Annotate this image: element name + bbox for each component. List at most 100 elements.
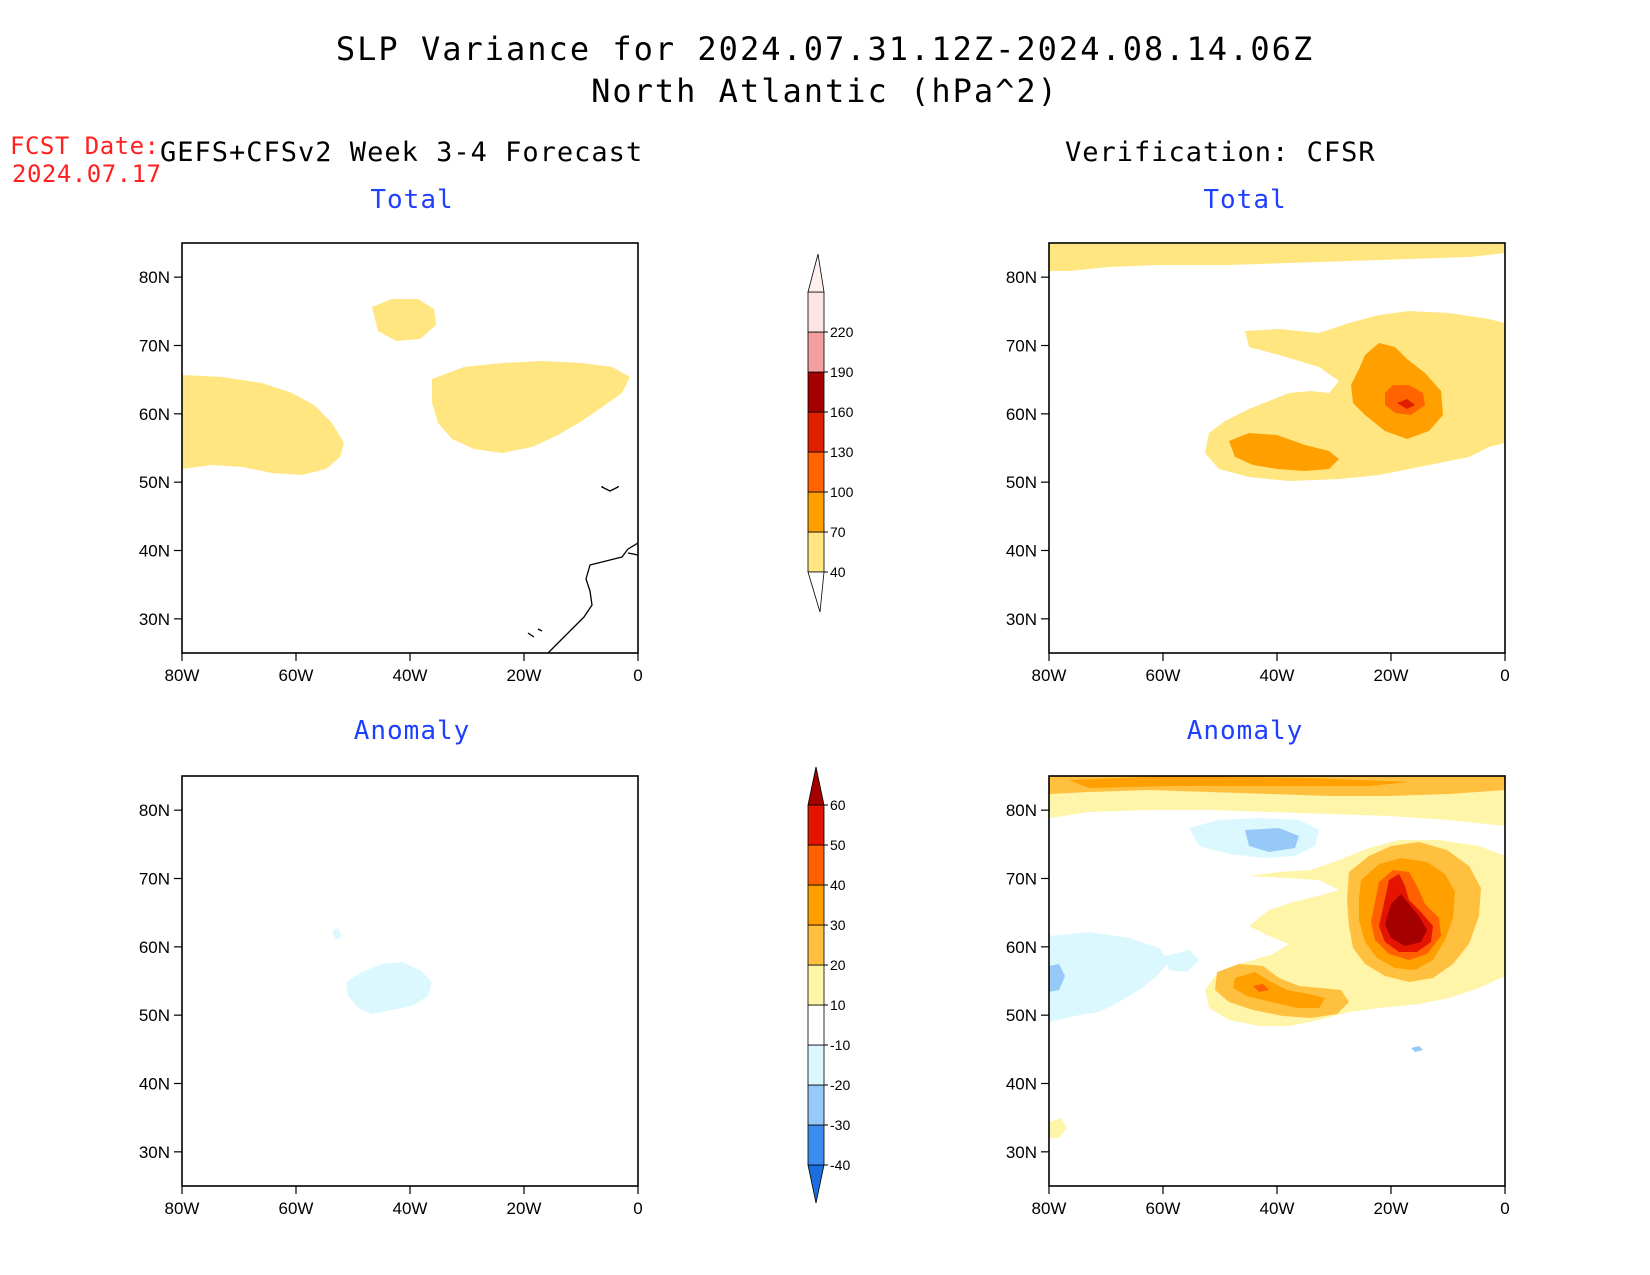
- lat-tick-label: 70N: [1006, 337, 1037, 356]
- lat-tick-label: 40N: [139, 1075, 170, 1094]
- contour-fill-br-7: [1049, 964, 1065, 992]
- colorbar-total-box: [807, 411, 825, 453]
- colorbar-anomaly-box: [807, 844, 825, 886]
- lon-tick-label: 20W: [507, 666, 542, 685]
- anomaly-forecast-fill: [332, 928, 432, 1014]
- colorbar-anomaly-label: -30: [830, 1117, 850, 1133]
- contour-fill-br-2: [1069, 776, 1409, 788]
- lon-tick-label: 0: [1500, 1199, 1509, 1218]
- contour-fill-tr-0: [1049, 243, 1505, 271]
- contour-fill-bl-1: [332, 928, 342, 940]
- lon-tick-label: 20W: [507, 1199, 542, 1218]
- lat-tick-label: 30N: [1006, 1143, 1037, 1162]
- lon-tick-label: 80W: [1032, 666, 1067, 685]
- lat-tick-label: 50N: [139, 473, 170, 492]
- contour-fill-tl-0: [372, 299, 436, 341]
- lat-tick-label: 50N: [139, 1006, 170, 1025]
- lon-tick-label: 40W: [1260, 1199, 1295, 1218]
- colorbar-anomaly-label: 40: [830, 877, 846, 893]
- colorbar-anomaly-label: 50: [830, 837, 846, 853]
- lat-tick-label: 30N: [1006, 610, 1037, 629]
- lon-tick-label: 80W: [165, 1199, 200, 1218]
- colorbar-anomaly-label: 20: [830, 957, 846, 973]
- contour-fill-tr-5: [1397, 399, 1415, 409]
- lat-tick-label: 30N: [139, 610, 170, 629]
- contour-fill-br-4: [1245, 828, 1299, 852]
- lat-tick-label: 80N: [1006, 801, 1037, 820]
- lat-tick-label: 50N: [1006, 1006, 1037, 1025]
- colorbar-anomaly-upper-tip: [807, 766, 825, 806]
- colorbar-anomaly-box: [807, 1044, 825, 1086]
- lon-tick-label: 0: [633, 1199, 642, 1218]
- panel-title-bottom-left: Anomaly: [353, 716, 471, 746]
- colorbar-anomaly-box: [807, 884, 825, 926]
- colorbar-total-label: 100: [830, 484, 854, 500]
- panel-title-top-left: Total: [370, 185, 454, 215]
- lat-tick-label: 70N: [1006, 870, 1037, 889]
- total-verification-fill: [1049, 243, 1505, 481]
- lon-tick-label: 0: [1500, 666, 1509, 685]
- colorbar-anomaly-box: [807, 964, 825, 1006]
- colorbar-total-box: [807, 371, 825, 413]
- left-column-header: GEFS+CFSv2 Week 3-4 Forecast: [160, 137, 644, 168]
- lon-tick-label: 60W: [279, 666, 314, 685]
- chart-title-line2: North Atlantic (hPa^2): [591, 72, 1059, 110]
- lat-tick-label: 30N: [139, 1143, 170, 1162]
- anomaly-verification-fill: [1049, 776, 1505, 1138]
- lon-tick-label: 60W: [279, 1199, 314, 1218]
- lat-tick-label: 40N: [1006, 542, 1037, 561]
- contour-fill-br-6: [1165, 950, 1199, 972]
- lon-tick-label: 0: [633, 666, 642, 685]
- colorbar-total-label: 70: [830, 524, 846, 540]
- total-forecast-fill: [182, 299, 630, 475]
- lat-tick-label: 40N: [1006, 1075, 1037, 1094]
- colorbar-anomaly-label: 10: [830, 997, 846, 1013]
- colorbar-anomaly-box: [807, 1124, 825, 1166]
- colorbar-total-box: [807, 451, 825, 493]
- lon-tick-label: 40W: [1260, 666, 1295, 685]
- lon-tick-label: 80W: [165, 666, 200, 685]
- colorbar-total-box: [807, 531, 825, 573]
- forecast-date-label: FCST Date:: [10, 132, 160, 160]
- chart-title-line1: SLP Variance for 2024.07.31.12Z-2024.08.…: [335, 30, 1315, 68]
- colorbar-total-lower-tip: [807, 571, 825, 613]
- contour-fill-br-17: [1385, 894, 1427, 946]
- colorbar-anomaly-lower-tip: [807, 1164, 825, 1204]
- colorbar-anomaly-label: -20: [830, 1077, 850, 1093]
- contour-fill-br-9: [1049, 1118, 1067, 1138]
- colorbar-anomaly-label: -10: [830, 1037, 850, 1053]
- forecast-date-value: 2024.07.17: [12, 160, 162, 188]
- contour-fill-br-18: [1411, 1046, 1423, 1052]
- panel-title-top-right: Total: [1203, 185, 1287, 215]
- contour-fill-tl-1: [182, 375, 344, 475]
- colorbar-total-box: [807, 331, 825, 373]
- lat-tick-label: 60N: [139, 938, 170, 957]
- lon-tick-label: 80W: [1032, 1199, 1067, 1218]
- lat-tick-label: 70N: [139, 337, 170, 356]
- contour-fill-br-5: [1049, 932, 1169, 1022]
- colorbar-anomaly-box: [807, 1004, 825, 1046]
- colorbar-anomaly-label: -40: [830, 1157, 850, 1173]
- lon-tick-label: 60W: [1146, 666, 1181, 685]
- contour-fill-tl-2: [432, 361, 630, 453]
- lat-tick-label: 60N: [1006, 405, 1037, 424]
- panel-title-bottom-right: Anomaly: [1186, 716, 1304, 746]
- colorbar-total-label: 220: [830, 324, 854, 340]
- right-column-header: Verification: CFSR: [1065, 137, 1376, 168]
- lat-tick-label: 80N: [1006, 268, 1037, 287]
- colorbar-anomaly-box: [807, 804, 825, 846]
- lat-tick-label: 60N: [139, 405, 170, 424]
- colorbar-total-box: [807, 491, 825, 533]
- colorbar-anomaly-box: [807, 924, 825, 966]
- lon-tick-label: 40W: [393, 666, 428, 685]
- colorbar-total-box: [807, 291, 825, 333]
- colorbar-total-label: 190: [830, 364, 854, 380]
- lat-tick-label: 60N: [1006, 938, 1037, 957]
- contour-fill-br-12: [1253, 984, 1269, 992]
- lat-tick-label: 80N: [139, 268, 170, 287]
- lon-tick-label: 20W: [1374, 666, 1409, 685]
- contour-fill-tr-2: [1229, 433, 1339, 471]
- colorbar-total-label: 160: [830, 404, 854, 420]
- lon-tick-label: 40W: [393, 1199, 428, 1218]
